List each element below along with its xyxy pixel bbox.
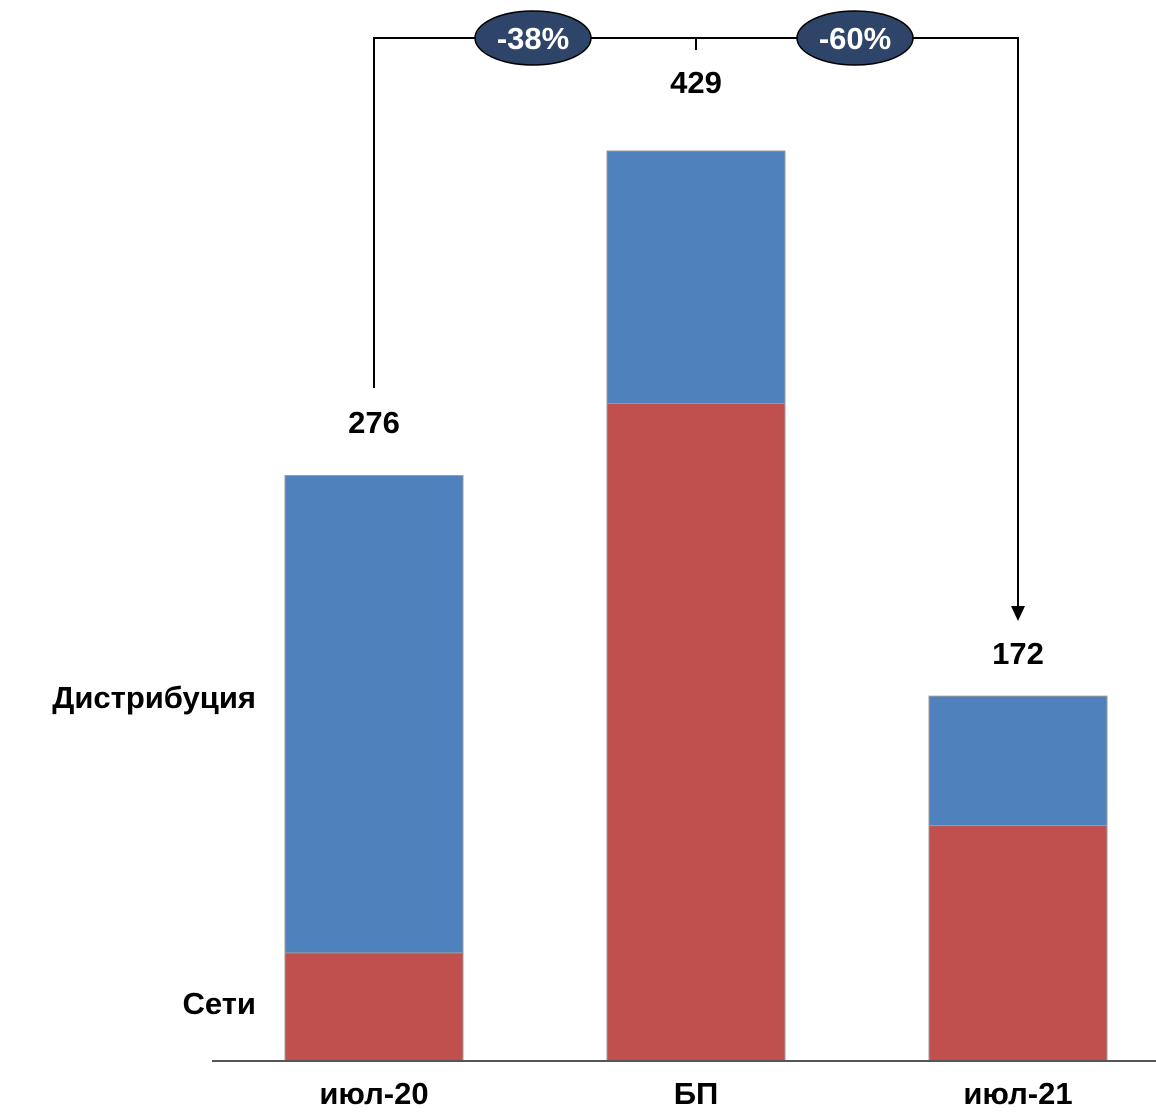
- change-connectors: [373, 37, 1025, 621]
- total-label: 276: [348, 405, 400, 440]
- series-label: Дистрибуция: [52, 680, 256, 715]
- change-badges: -38% -60%: [474, 10, 914, 66]
- change-badge-label: -38%: [497, 21, 569, 56]
- series-label: Сети: [183, 986, 256, 1021]
- change-badge-label: -60%: [819, 21, 891, 56]
- connector-arrowhead: [1011, 606, 1025, 621]
- bar-seti-2: [928, 825, 1108, 1062]
- bar-distribution-2: [928, 695, 1108, 827]
- bar-distribution-1: [606, 150, 786, 404]
- change-badge: [474, 10, 592, 66]
- x-tick-label: БП: [674, 1076, 719, 1111]
- bar-seti-0: [284, 952, 464, 1062]
- x-tick-labels: июл-20 БП июл-21: [319, 1076, 1072, 1111]
- bar-seti-1: [606, 402, 786, 1062]
- bar-distribution-0: [284, 475, 464, 954]
- total-label: 429: [670, 65, 722, 100]
- x-tick-label: июл-20: [319, 1076, 428, 1111]
- change-badge: [796, 10, 914, 66]
- total-label: 172: [992, 636, 1044, 671]
- total-labels: 276 429 172: [348, 65, 1044, 671]
- x-tick-label: июл-21: [963, 1076, 1072, 1111]
- bars-group: [284, 150, 1108, 1062]
- series-labels: Сети Дистрибуция: [52, 680, 256, 1021]
